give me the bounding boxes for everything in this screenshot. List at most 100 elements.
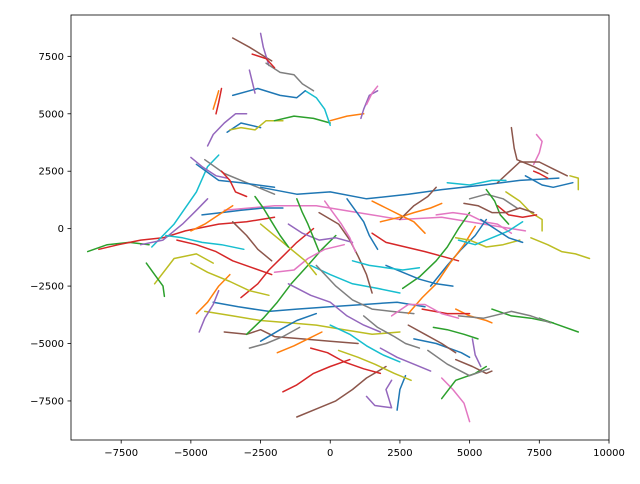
series-line-27 [510,126,549,175]
series-line-17 [304,90,331,127]
x-tick-label: 0 [327,448,333,459]
series-line-10 [139,198,209,246]
y-tick-label: 7500 [39,52,64,63]
series-line-86 [296,198,320,253]
series-line-47 [421,308,471,315]
series-line-9 [145,262,166,298]
series-layer [86,32,591,423]
series-line-15 [229,119,284,131]
series-line-73 [496,204,538,218]
series-line-83 [231,221,273,262]
series-line-88 [346,198,379,251]
series-line-28 [532,133,543,166]
y-tick-label: −7500 [30,396,64,407]
x-tick-label: 5000 [457,448,482,459]
series-line-68 [454,237,521,248]
series-line-101 [190,156,228,179]
series-line-51 [198,289,220,333]
series-line-69 [435,211,513,234]
y-tick-label: 0 [58,224,64,235]
series-line-79 [176,239,273,276]
series-line-32 [530,237,591,260]
series-line-33 [532,170,549,179]
series-line-22 [251,53,276,69]
series-line-81 [201,207,284,216]
series-line-54 [276,331,323,354]
series-line-29 [496,161,568,184]
series-line-5 [151,154,220,248]
series-line-104 [463,202,535,214]
y-axis: −7500 −5000 −2500 0 2500 5000 7500 [30,52,71,407]
axes-frame [70,14,610,441]
series-line-82 [190,204,234,232]
series-line-71 [505,191,543,232]
series-line-23 [248,69,256,94]
series-line-98 [385,264,454,287]
series-line-42 [454,358,493,375]
series-line-2 [223,204,527,232]
series-line-6 [204,158,276,195]
series-line-43 [471,338,482,368]
series-line-50 [212,301,426,313]
series-line-37 [296,365,387,418]
series-line-38 [365,379,393,409]
series-line-87 [323,200,357,253]
series-line-21 [265,62,315,92]
series-line-77 [399,186,437,221]
series-line-70 [457,221,524,246]
series-line-59 [309,264,401,294]
series-line-75 [485,188,510,225]
series-line-63 [379,202,443,223]
series-line-36 [282,358,351,393]
y-tick-label: −2500 [30,282,64,293]
series-line-57 [245,234,337,336]
series-line-76 [446,179,507,186]
series-line-84 [287,223,354,244]
series-line-100 [248,326,301,349]
x-tick-label: −5000 [174,448,208,459]
series-line-74 [468,193,518,209]
series-line-91 [337,349,412,382]
series-line-97 [371,200,426,234]
series-line-58 [273,243,345,274]
y-tick-label: −5000 [30,339,64,350]
series-line-12 [215,87,223,115]
series-line-85 [259,223,318,276]
series-line-64 [371,232,460,262]
series-line-52 [195,273,231,315]
series-line-96 [407,324,457,354]
series-line-40 [440,377,471,423]
series-line-60 [287,283,382,333]
series-line-18 [231,87,306,99]
series-line-94 [390,303,460,319]
series-line-103 [254,195,290,248]
series-line-95 [432,326,479,340]
series-line-89 [362,315,421,349]
series-line-13 [206,113,248,147]
series-line-25 [360,90,379,120]
series-line-102 [220,170,248,198]
x-tick-label: −2500 [244,448,278,459]
series-line-8 [153,253,214,285]
x-tick-label: −7500 [104,448,138,459]
series-line-61 [315,264,415,315]
x-axis: −7500 −5000 −2500 0 2500 5000 7500 10000 [104,440,625,459]
y-tick-label: 2500 [39,167,64,178]
y-tick-label: 5000 [39,109,64,120]
series-line-92 [309,347,382,375]
series-line-56 [240,227,315,299]
series-line-44 [427,349,490,377]
series-line-26 [365,85,379,106]
series-line-55 [259,312,318,342]
series-line-72 [480,218,524,244]
series-line-48 [457,310,552,324]
x-tick-label: 7500 [527,448,552,459]
x-tick-label: 10000 [593,448,625,459]
series-line-99 [351,260,421,271]
series-line-90 [329,324,401,363]
series-line-1 [259,177,560,200]
x-tick-label: 2500 [387,448,412,459]
series-line-78 [190,262,270,297]
